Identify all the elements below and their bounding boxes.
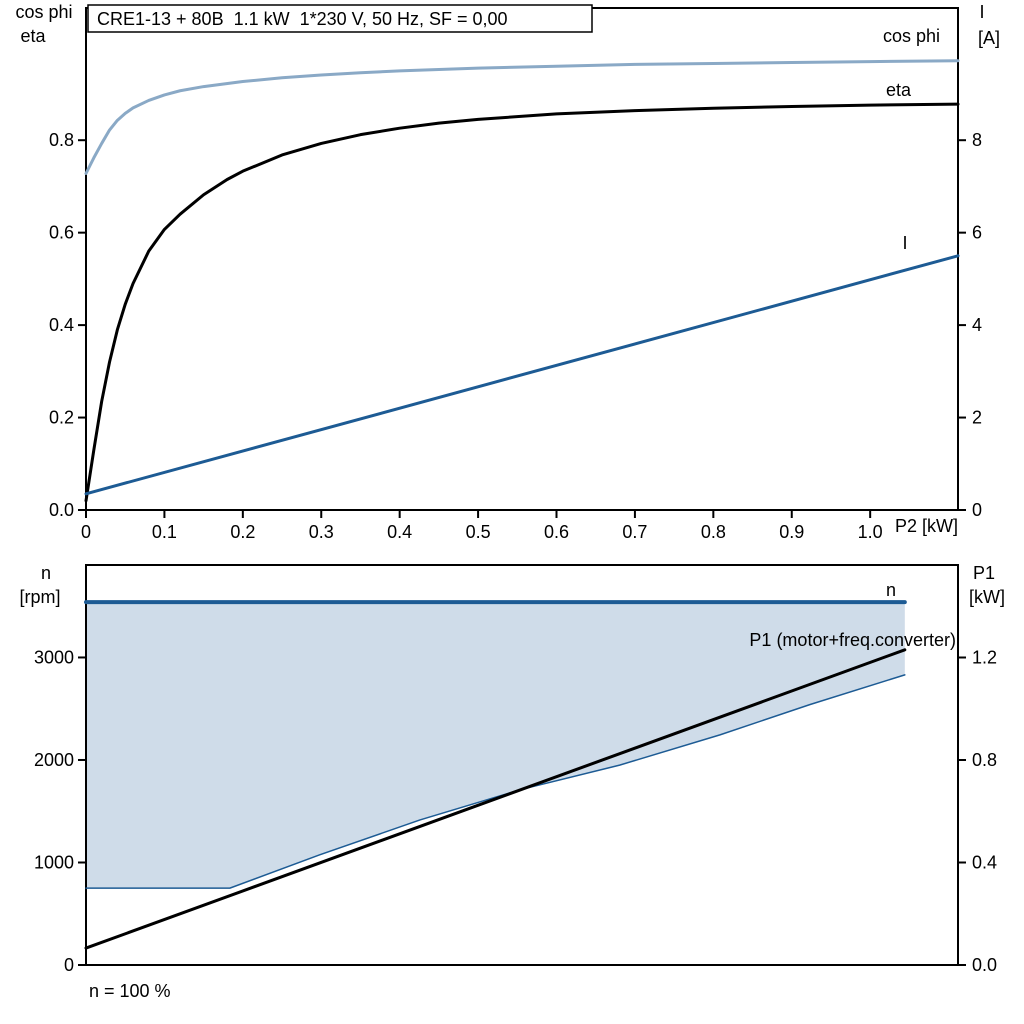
right-axis-title: [A]: [978, 28, 1000, 48]
series-eta-label: eta: [886, 80, 912, 100]
x-tick-label: 0.8: [701, 522, 726, 542]
chart-title: CRE1-13 + 80B 1.1 kW 1*230 V, 50 Hz, SF …: [97, 9, 508, 29]
left-axis-title: eta: [20, 26, 46, 46]
right-tick-label: 0: [972, 500, 982, 520]
series-i-line: [84, 254, 960, 496]
right-axis-title: I: [979, 2, 984, 22]
x-tick-label: 0.2: [230, 522, 255, 542]
series-cos-phi-label: cos phi: [883, 26, 940, 46]
x-axis-title: P2 [kW]: [895, 516, 958, 536]
left-tick-label: 0.2: [49, 408, 74, 428]
x-tick-label: 0.4: [387, 522, 412, 542]
right-tick-label: 8: [972, 130, 982, 150]
left-tick-label: 0.8: [49, 130, 74, 150]
left-axis-title: [rpm]: [19, 587, 60, 607]
series-p1-motor-freq-converter-line: [84, 648, 907, 950]
left-tick-label: 3000: [34, 647, 74, 667]
right-tick-label: 0.4: [972, 853, 997, 873]
right-axis-title: P1: [973, 563, 995, 583]
right-tick-label: 2: [972, 408, 982, 428]
left-tick-label: 0.0: [49, 500, 74, 520]
left-tick-label: 2000: [34, 750, 74, 770]
x-tick-label: 0.6: [544, 522, 569, 542]
x-tick-label: 0.7: [622, 522, 647, 542]
series-n-label: n: [886, 580, 896, 600]
right-tick-label: 1.2: [972, 648, 997, 668]
left-axis-title: cos phi: [15, 2, 72, 22]
x-tick-label: 1.0: [858, 522, 883, 542]
motor-curves-frame: [85, 7, 959, 511]
speed-range-fill: [86, 602, 905, 889]
x-tick-label: 0.1: [152, 522, 177, 542]
series-p1-motor-freq-converter-label: P1 (motor+freq.converter): [749, 630, 956, 650]
right-tick-label: 0.0: [972, 955, 997, 975]
right-tick-label: 4: [972, 315, 982, 335]
right-tick-label: 0.8: [972, 750, 997, 770]
speed-power-curves-frame: [85, 564, 959, 966]
x-tick-label: 0.3: [309, 522, 334, 542]
series-i-label: I: [902, 233, 907, 253]
left-tick-label: 0.6: [49, 223, 74, 243]
left-tick-label: 1000: [34, 852, 74, 872]
x-tick-label: 0.5: [466, 522, 491, 542]
x-tick-label: 0.9: [779, 522, 804, 542]
chart-motor-curves: 0 0.1 0.2 0.3 0.4 0.5 0.6 0.7 0.8 0.9 1.0 P2 [kW] 0.…: [15, 2, 1000, 542]
chart-title-box: [87, 4, 593, 33]
left-tick-label: 0.4: [49, 315, 74, 335]
series-cos-phi-line: [84, 59, 960, 175]
chart-speed-power-curves: 0 1000 2000 3000 0.0 0.4 0.8 1.2 n [rpm] P1 [kW] n P1…: [19, 563, 1005, 975]
series-eta-line: [84, 102, 960, 503]
left-axis-title: n: [41, 563, 51, 583]
left-tick-label: 0: [64, 955, 74, 975]
speed-percent-note: n = 100 %: [89, 981, 171, 1001]
right-tick-label: 6: [972, 223, 982, 243]
x-tick-label: 0: [81, 522, 91, 542]
right-axis-title: [kW]: [969, 587, 1005, 607]
